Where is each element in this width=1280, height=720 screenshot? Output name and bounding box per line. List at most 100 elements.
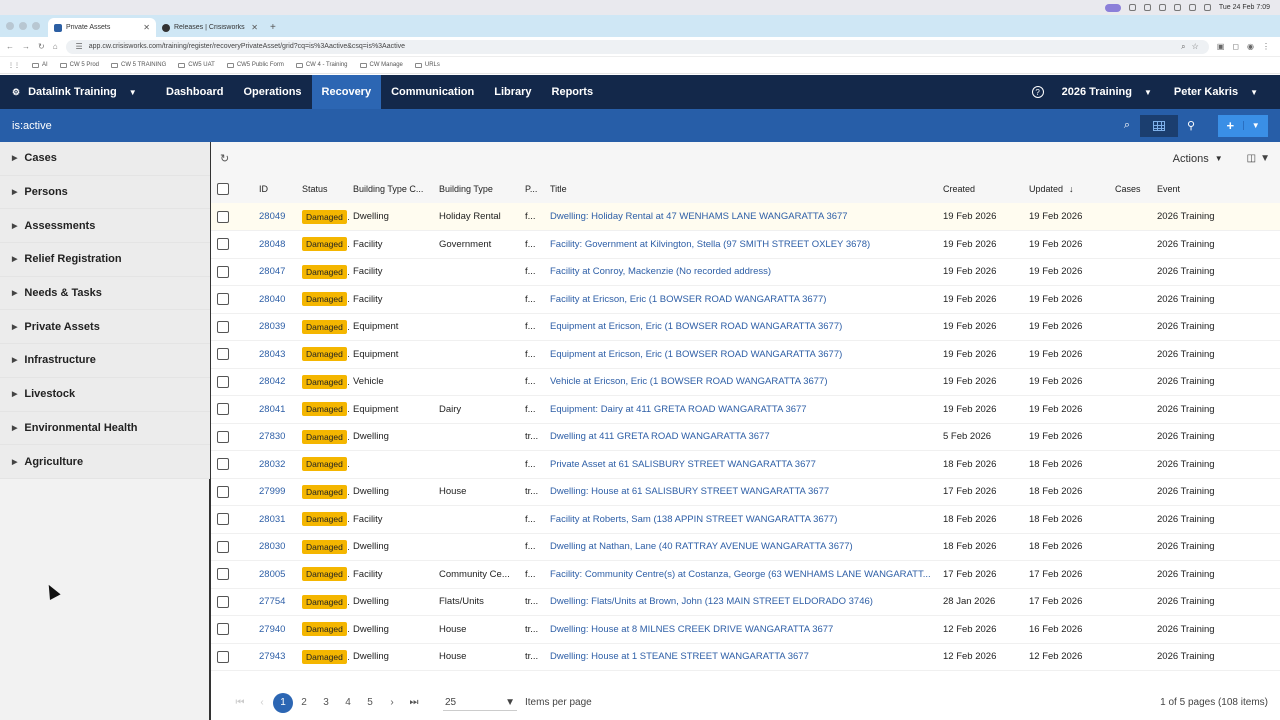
title-link[interactable]: Private Asset at 61 SALISBURY STREET WAN… <box>550 458 816 470</box>
bookmark-item[interactable]: CW 4 - Training <box>295 62 348 68</box>
row-checkbox[interactable] <box>217 238 229 251</box>
row-checkbox[interactable] <box>217 403 229 416</box>
forward-icon[interactable]: → <box>22 42 30 51</box>
status-icon[interactable] <box>1158 4 1166 11</box>
profile-icon[interactable]: ◉ <box>1247 42 1254 51</box>
title-link[interactable]: Equipment at Ericson, Eric (1 BOWSER ROA… <box>550 348 843 360</box>
filter-query[interactable]: is:active <box>12 119 52 132</box>
address-bar[interactable]: ☰ app.cw.crisisworks.com/training/regist… <box>65 39 1209 54</box>
title-link[interactable]: Dwelling: House at 8 MILNES CREEK DRIVE … <box>550 623 834 635</box>
sidebar-item-needs-tasks[interactable]: ▶ Needs & Tasks <box>0 276 210 311</box>
nav-communication[interactable]: Communication <box>391 86 475 98</box>
table-row[interactable]: 28032 Damaged f... Private Asset at 61 SALI… <box>211 451 1280 479</box>
title-link[interactable]: Facility at Ericson, Eric (1 BOWSER ROAD… <box>550 293 827 305</box>
bookmark-item[interactable]: URLs <box>414 62 440 68</box>
select-all-checkbox[interactable] <box>217 183 229 195</box>
nav-recovery[interactable]: Recovery <box>311 75 382 109</box>
status-pill-icon[interactable] <box>1104 3 1121 12</box>
search-button[interactable]: ⌕ <box>1114 115 1140 137</box>
id-link[interactable]: 28042 <box>259 376 286 388</box>
table-row[interactable]: 28043 Damaged Equipment f... Equipment at Er… <box>211 341 1280 368</box>
nav-library[interactable]: Library <box>494 86 532 98</box>
extension-icon[interactable]: ◻ <box>1232 42 1240 51</box>
table-row[interactable]: 28030 Damaged Dwelling f... Dwelling at Nath… <box>211 533 1280 561</box>
title-link[interactable]: Vehicle at Ericson, Eric (1 BOWSER ROAD … <box>550 376 828 388</box>
id-cell[interactable]: 28032 <box>255 451 298 479</box>
title-cell[interactable]: Dwelling: House at 1 STEANE STREET WANGA… <box>546 643 939 671</box>
bookmark-item[interactable]: CW Manage <box>359 62 403 68</box>
search-icon[interactable] <box>1203 4 1211 11</box>
column-header-id[interactable]: ID <box>259 184 268 194</box>
id-link[interactable]: 28049 <box>259 211 286 222</box>
row-checkbox[interactable] <box>217 540 229 553</box>
id-link[interactable]: 28047 <box>259 266 286 278</box>
title-cell[interactable]: Dwelling at Nathan, Lane (40 RATTRAY AVE… <box>546 533 939 561</box>
zoom-icon[interactable]: ⌕ <box>1181 41 1186 51</box>
table-row[interactable]: 28049 Damaged Dwelling Holiday Rental f... Dw… <box>211 203 1280 231</box>
browser-tab[interactable]: Private Assets ✕ <box>48 18 156 37</box>
title-cell[interactable]: Dwelling: House at 8 MILNES CREEK DRIVE … <box>546 616 939 644</box>
table-row[interactable]: 27830 Damaged Dwelling tr... Dwelling at 411… <box>211 423 1280 451</box>
status-icon[interactable] <box>1128 4 1136 11</box>
apps-grid-icon[interactable]: ⋮⋮ <box>8 62 20 69</box>
chevron-down-icon[interactable]: ▼ <box>1242 121 1269 130</box>
first-page-icon[interactable]: ⏮ <box>235 697 245 708</box>
minimize-window-button[interactable] <box>19 22 27 30</box>
nav-reports[interactable]: Reports <box>551 86 594 98</box>
title-cell[interactable]: Private Asset at 61 SALISBURY STREET WAN… <box>546 451 939 479</box>
title-link[interactable]: Dwelling at Nathan, Lane (40 RATTRAY AVE… <box>550 541 853 553</box>
id-link[interactable]: 27999 <box>259 486 286 498</box>
row-checkbox[interactable] <box>217 595 229 608</box>
row-checkbox[interactable] <box>217 348 229 361</box>
plus-icon[interactable]: + <box>1226 118 1235 133</box>
bookmark-item[interactable]: CW5 UAT <box>178 62 215 68</box>
table-row[interactable]: 28047 Damaged Facility f... Facility at Conr… <box>211 258 1280 286</box>
sidebar-item-agriculture[interactable]: ▶ Agriculture <box>0 445 210 479</box>
id-link[interactable]: 28030 <box>259 541 286 553</box>
row-checkbox[interactable] <box>217 513 229 526</box>
title-link[interactable]: Dwelling: House at 1 STEANE STREET WANGA… <box>550 651 809 663</box>
row-checkbox[interactable] <box>217 485 229 498</box>
browser-menu-icon[interactable]: ⋮ <box>1262 42 1270 51</box>
id-cell[interactable]: 28042 <box>255 368 298 396</box>
column-settings-button[interactable]: ◫ ▼ <box>1247 153 1270 164</box>
wifi-icon[interactable] <box>1188 4 1196 11</box>
title-cell[interactable]: Facility at Roberts, Sam (138 APPIN STRE… <box>546 506 939 534</box>
table-row[interactable]: 28039 Damaged Equipment f... Equipment at Er… <box>211 313 1280 341</box>
title-cell[interactable]: Facility at Conroy, Mackenzie (No record… <box>546 258 939 286</box>
row-checkbox[interactable] <box>217 430 229 443</box>
row-checkbox[interactable] <box>217 375 229 388</box>
sidebar-item-assessments[interactable]: ▶ Assessments <box>0 209 210 244</box>
page-button[interactable]: 3 <box>323 697 329 708</box>
id-link[interactable]: 28043 <box>259 348 286 360</box>
id-cell[interactable]: 27754 <box>255 588 298 616</box>
page-button[interactable]: 1 <box>273 692 293 713</box>
table-row[interactable]: 27754 Damaged Dwelling Flats/Units tr... Dwel… <box>211 588 1280 616</box>
id-cell[interactable]: 28047 <box>255 258 298 286</box>
title-cell[interactable]: Vehicle at Ericson, Eric (1 BOWSER ROAD … <box>546 368 939 396</box>
column-header-title[interactable]: Title <box>550 184 567 194</box>
column-header-updated[interactable]: Updated ↓ <box>1025 175 1111 203</box>
bookmark-star-icon[interactable]: ☆ <box>1191 42 1199 51</box>
workspace-switcher[interactable]: ⚙ Datalink Training ▼ <box>0 86 156 98</box>
table-row[interactable]: 28040 Damaged Facility f... Facility at Eric… <box>211 286 1280 313</box>
id-link[interactable]: 27830 <box>259 431 286 443</box>
grid-view-button[interactable] <box>1140 114 1178 137</box>
items-per-page-select[interactable]: 25 ▼ <box>443 695 517 711</box>
browser-tab[interactable]: Releases | Crisisworks Manu... ✕ <box>156 18 264 37</box>
id-cell[interactable]: 28048 <box>255 231 298 259</box>
close-tab-icon[interactable]: ✕ <box>251 23 258 32</box>
nav-operations[interactable]: Operations <box>243 86 302 98</box>
id-link[interactable]: 28031 <box>259 513 286 525</box>
extension-icon[interactable]: ▣ <box>1216 42 1225 51</box>
event-selector[interactable]: 2026 Training ▼ <box>1062 86 1152 98</box>
site-info-icon[interactable]: ☰ <box>75 42 83 51</box>
table-row[interactable]: 27943 Damaged Dwelling House tr... Dwelling: … <box>211 643 1280 671</box>
row-checkbox[interactable] <box>217 320 229 333</box>
table-row[interactable]: 27940 Damaged Dwelling House tr... Dwelling: … <box>211 616 1280 644</box>
user-menu[interactable]: Peter Kakris ▼ <box>1174 86 1258 98</box>
id-link[interactable]: 27754 <box>259 596 286 608</box>
actions-dropdown[interactable]: Actions ▼ <box>1173 153 1223 165</box>
title-cell[interactable]: Dwelling: Flats/Units at Brown, John (12… <box>546 588 939 616</box>
zoom-window-button[interactable] <box>32 22 40 30</box>
